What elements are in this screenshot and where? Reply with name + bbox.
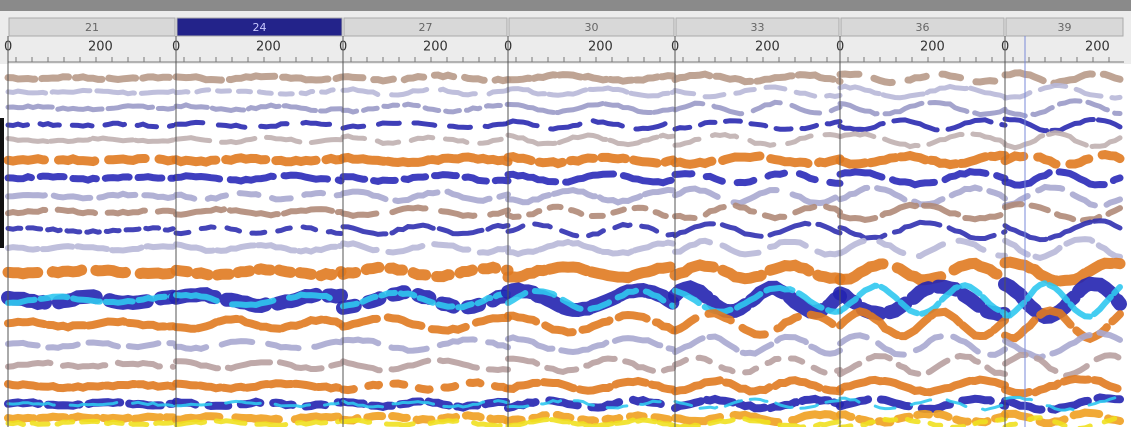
axis-tick-label: 200: [588, 40, 613, 55]
reflector: [176, 158, 341, 162]
reflector: [176, 416, 341, 420]
axis-tick-label: 200: [88, 40, 113, 55]
panel-label: 36: [916, 21, 930, 34]
axis-tick-label: 200: [1085, 40, 1110, 55]
reflector: [508, 267, 673, 278]
reflector: [343, 157, 508, 163]
panel-label: 21: [85, 21, 99, 34]
axis-tick-label: 200: [423, 40, 448, 55]
reflector: [8, 363, 173, 367]
panel-label: 39: [1058, 21, 1072, 34]
reflector: [8, 176, 173, 180]
reflector: [508, 75, 673, 82]
reflector: [508, 157, 673, 164]
axis-tick-label: 200: [755, 40, 780, 55]
reflector: [8, 384, 173, 388]
reflector: [8, 77, 173, 80]
panel-label: 30: [585, 21, 599, 34]
axis-tick-label: 200: [920, 40, 945, 55]
reflector: [8, 159, 173, 162]
seismic-viewer: 2102002402002702003002003302003602003902…: [0, 0, 1131, 427]
axis-tick-label: 200: [256, 40, 281, 55]
edge-marker: [0, 118, 4, 248]
reflector: [8, 417, 173, 419]
panel-label: 33: [751, 21, 765, 34]
reflector: [176, 76, 341, 80]
panel-label: 27: [419, 21, 433, 34]
panel-label: 24: [253, 21, 267, 34]
top-bar: [0, 0, 1131, 11]
reflector: [176, 383, 341, 389]
